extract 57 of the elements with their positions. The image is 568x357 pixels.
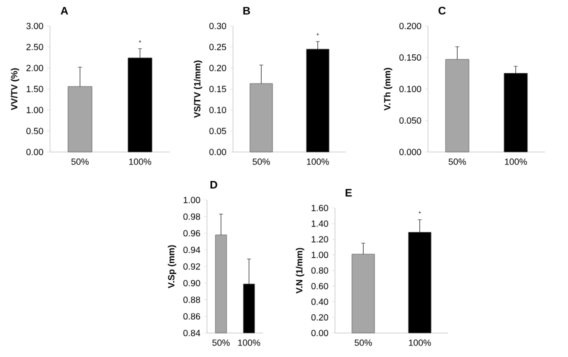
- y-axis-title: VV/TV (%): [10, 68, 20, 110]
- y-tick-label: 1.50: [26, 86, 44, 92]
- y-tick-label: 0.30: [209, 22, 226, 30]
- y-tick-label: 1.00: [26, 106, 44, 114]
- y-tick-label: 1.00: [184, 196, 200, 204]
- y-tick-label: 0.00: [311, 330, 328, 336]
- chart-title: E: [346, 188, 352, 196]
- x-tick-label: 100%: [504, 158, 527, 165]
- y-tick-label: 0.96: [183, 230, 200, 236]
- y-tick-label: 0.100: [399, 86, 422, 92]
- y-tick-label: 0.50: [26, 128, 44, 134]
- y-tick-label: 0.25: [209, 44, 226, 50]
- y-tick-label: 0.10: [209, 106, 226, 114]
- y-axis-title: VS/TV (1/mm): [194, 60, 202, 118]
- y-tick-label: 0.84: [183, 330, 200, 336]
- chart-title: B: [243, 6, 250, 14]
- y-axis-title: V.Sp (mm): [168, 245, 176, 288]
- y-tick-label: 0.050: [399, 117, 422, 124]
- y-axis-title: V.Th (mm): [384, 68, 392, 110]
- y-tick-label: 2.00: [26, 64, 44, 72]
- y-tick-label: 1.60: [312, 204, 328, 212]
- y-tick-label: 0.00: [209, 148, 226, 156]
- y-tick-label: 0.20: [209, 64, 226, 72]
- y-tick-label: 0.88: [183, 296, 200, 303]
- y-tick-label: 0.200: [399, 22, 422, 30]
- y-tick-label: 0.90: [183, 280, 200, 286]
- y-tick-label: 1.20: [312, 236, 328, 242]
- y-tick-label: 0.86: [183, 313, 200, 320]
- y-tick-label: 0.15: [209, 86, 226, 92]
- y-tick-label: 0.60: [311, 282, 328, 290]
- y-tick-label: 0.150: [399, 54, 422, 61]
- x-tick-label: 50%: [354, 340, 372, 346]
- y-tick-label: 0.80: [311, 267, 328, 274]
- y-axis-title: V.N (1/mm): [296, 248, 304, 294]
- y-tick-label: 1.40: [312, 220, 328, 227]
- y-tick-label: 2.50: [26, 44, 44, 50]
- y-tick-label: 3.00: [26, 22, 44, 30]
- y-tick-label: 0.98: [183, 213, 200, 220]
- chart-title: C: [438, 6, 446, 14]
- x-tick-label: 100%: [129, 158, 152, 165]
- x-tick-label: 50%: [71, 158, 89, 165]
- y-tick-label: 0.40: [311, 298, 328, 305]
- y-tick-label: 0.94: [183, 246, 200, 254]
- chart-title: A: [60, 6, 68, 14]
- y-tick-label: 0.05: [209, 128, 226, 134]
- x-tick-label: 50%: [212, 340, 230, 346]
- y-tick-label: 0.20: [311, 314, 328, 321]
- chart-title: D: [210, 180, 218, 188]
- x-tick-label: 100%: [306, 158, 329, 165]
- y-tick-label: 0.92: [183, 263, 200, 270]
- y-tick-label: 0.000: [399, 148, 422, 156]
- x-tick-label: 100%: [238, 340, 260, 346]
- x-tick-label: 50%: [252, 158, 270, 165]
- x-tick-label: 100%: [408, 340, 431, 346]
- y-tick-label: 1.00: [312, 252, 328, 258]
- x-tick-label: 50%: [448, 158, 466, 165]
- y-tick-label: 0.00: [26, 148, 44, 156]
